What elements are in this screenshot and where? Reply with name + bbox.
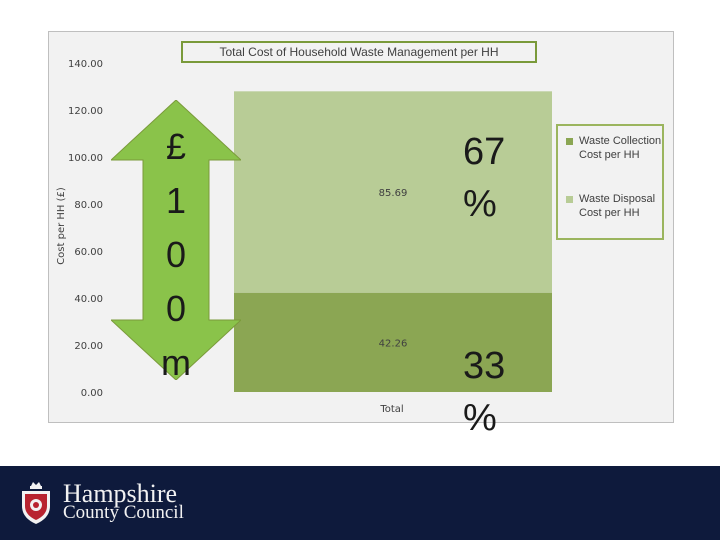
county-crest-icon: [22, 482, 50, 524]
bar-segment: [234, 91, 552, 293]
x-tick-label: Total: [379, 404, 403, 415]
arrow-char: 0: [165, 288, 187, 329]
y-tick-label: 100.00: [68, 153, 103, 164]
arrow-char: 1: [165, 180, 187, 221]
y-tick-label: 140.00: [68, 59, 103, 70]
percent-top-number: 67: [463, 131, 506, 173]
percent-top-sign: %: [463, 183, 497, 225]
y-axis-label: Cost per HH (£): [56, 187, 67, 265]
bar-segment: [234, 292, 552, 392]
arrow-char: 0: [165, 234, 187, 275]
percent-bottom-sign: %: [463, 397, 497, 439]
data-label: 42.26: [379, 338, 408, 349]
legend-label: Waste Disposal Cost per HH: [579, 193, 656, 219]
y-tick-label: 40.00: [74, 294, 103, 305]
arrow-char: m: [161, 342, 191, 383]
y-tick-label: 80.00: [74, 200, 103, 211]
legend-label: Waste Collection Cost per HH: [579, 135, 662, 161]
legend-swatch: [566, 196, 573, 203]
percent-top: 67 %: [463, 126, 533, 230]
arrow-label: £ 1 0 0 m: [146, 120, 206, 390]
y-tick-label: 0.00: [81, 388, 103, 399]
footer-bar: [0, 466, 720, 540]
y-tick-label: 120.00: [68, 106, 103, 117]
legend-swatch: [566, 138, 573, 145]
data-label: 85.69: [379, 188, 408, 199]
y-tick-label: 60.00: [74, 247, 103, 258]
legend: Waste Collection Cost per HH Waste Dispo…: [556, 124, 664, 240]
chart-title: Total Cost of Household Waste Management…: [181, 41, 537, 63]
percent-bottom-number: 33: [463, 345, 506, 387]
org-subname: County Council: [63, 502, 184, 523]
percent-bottom: 33 %: [463, 340, 533, 444]
y-tick-label: 20.00: [74, 341, 103, 352]
double-arrow-icon: [111, 100, 241, 380]
arrow-char: £: [165, 126, 187, 167]
org-name: Hampshire: [63, 479, 178, 508]
